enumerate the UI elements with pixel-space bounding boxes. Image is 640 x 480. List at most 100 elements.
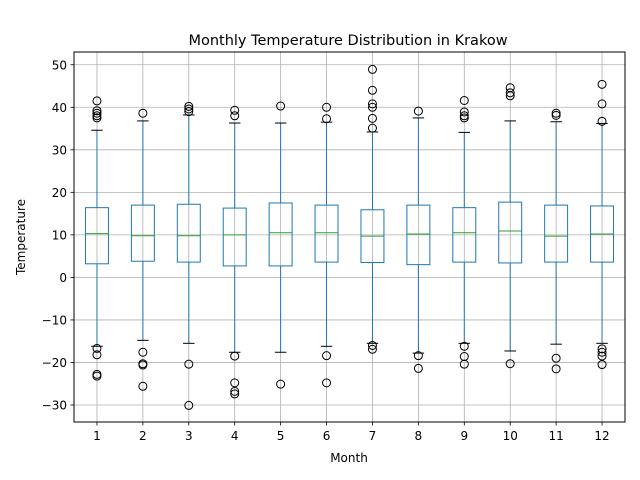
- outlier-point: [459, 359, 469, 369]
- iqr-box: [544, 204, 569, 263]
- outlier-point: [551, 108, 561, 118]
- outlier-point: [138, 360, 148, 370]
- outlier-point: [230, 378, 240, 388]
- y-tick-label: 50: [52, 58, 67, 72]
- box-group-month-7: [360, 64, 385, 354]
- y-tick-label: 30: [52, 143, 67, 157]
- outlier-point: [597, 79, 607, 89]
- outlier-point: [597, 116, 607, 126]
- outlier-point: [184, 359, 194, 369]
- iqr-box: [130, 204, 155, 262]
- box-group-month-8: [406, 106, 431, 373]
- box-group-month-1: [84, 96, 109, 381]
- outlier-point: [459, 107, 469, 117]
- outlier-point: [459, 95, 469, 105]
- x-tick-label: 1: [93, 429, 101, 443]
- chart-title: Monthly Temperature Distribution in Krak…: [188, 33, 507, 49]
- iqr-box: [498, 201, 523, 264]
- x-tick-label: 3: [185, 429, 193, 443]
- outlier-point: [92, 108, 102, 118]
- iqr-box: [452, 207, 477, 263]
- outlier-point: [505, 88, 515, 98]
- iqr-box: [84, 207, 109, 265]
- outlier-point: [230, 389, 240, 399]
- x-tick-label: 9: [460, 429, 468, 443]
- box-group-month-3: [176, 101, 201, 410]
- outlier-point: [184, 107, 194, 117]
- outlier-point: [413, 106, 423, 116]
- x-tick-label: 5: [277, 429, 285, 443]
- outlier-point: [230, 386, 240, 396]
- outlier-point: [322, 102, 332, 112]
- box-group-month-10: [498, 83, 523, 369]
- outlier-point: [276, 379, 286, 389]
- x-tick-label: 8: [415, 429, 423, 443]
- outlier-point: [322, 114, 332, 124]
- outlier-point: [551, 353, 561, 363]
- y-tick-label: −10: [42, 313, 67, 327]
- outlier-point: [184, 101, 194, 111]
- plot-frame: [73, 51, 626, 423]
- boxes: [84, 64, 615, 410]
- outlier-point: [138, 347, 148, 357]
- y-tick-label: 0: [59, 271, 67, 285]
- outlier-point: [597, 99, 607, 109]
- box-group-month-9: [452, 95, 477, 369]
- outlier-point: [184, 400, 194, 410]
- box-group-month-4: [222, 105, 247, 399]
- iqr-box: [314, 204, 339, 263]
- box-group-month-12: [590, 79, 615, 370]
- outlier-point: [413, 351, 423, 361]
- outlier-point: [92, 113, 102, 123]
- outlier-point: [322, 378, 332, 388]
- outlier-point: [92, 343, 102, 353]
- outlier-point: [276, 101, 286, 111]
- iqr-box: [406, 204, 431, 266]
- x-tick-label: 10: [503, 429, 518, 443]
- outlier-point: [230, 111, 240, 121]
- outlier-point: [597, 347, 607, 357]
- box-group-month-11: [544, 108, 569, 374]
- outlier-point: [367, 344, 377, 354]
- x-tick-label: 12: [594, 429, 609, 443]
- outlier-point: [92, 350, 102, 360]
- y-tick-label: 40: [52, 101, 67, 115]
- outlier-point: [367, 64, 377, 74]
- outlier-point: [367, 99, 377, 109]
- outlier-point: [459, 113, 469, 123]
- x-tick-label: 11: [548, 429, 563, 443]
- iqr-box: [222, 207, 247, 267]
- x-tick-label: 4: [231, 429, 239, 443]
- outlier-point: [184, 104, 194, 114]
- outlier-point: [138, 381, 148, 391]
- outlier-point: [367, 85, 377, 95]
- outlier-point: [459, 341, 469, 351]
- box-group-month-2: [130, 108, 155, 391]
- outlier-point: [551, 110, 561, 120]
- outlier-point: [322, 351, 332, 361]
- outlier-point: [367, 102, 377, 112]
- outlier-point: [597, 344, 607, 354]
- outlier-point: [505, 359, 515, 369]
- outlier-point: [138, 108, 148, 118]
- outlier-point: [230, 351, 240, 361]
- iqr-box: [268, 202, 293, 267]
- outlier-point: [459, 111, 469, 121]
- x-tick-label: 2: [139, 429, 147, 443]
- y-axis-label: Temperature: [14, 199, 28, 276]
- outlier-point: [367, 123, 377, 133]
- outlier-point: [92, 371, 102, 381]
- x-tick-label: 6: [323, 429, 331, 443]
- outlier-point: [413, 363, 423, 373]
- outlier-point: [92, 96, 102, 106]
- outlier-point: [367, 340, 377, 350]
- outlier-point: [92, 111, 102, 121]
- y-tick-label: −30: [42, 398, 67, 412]
- outlier-point: [92, 106, 102, 116]
- x-tick-label: 7: [369, 429, 377, 443]
- outlier-point: [367, 113, 377, 123]
- x-axis-label: Month: [330, 451, 368, 465]
